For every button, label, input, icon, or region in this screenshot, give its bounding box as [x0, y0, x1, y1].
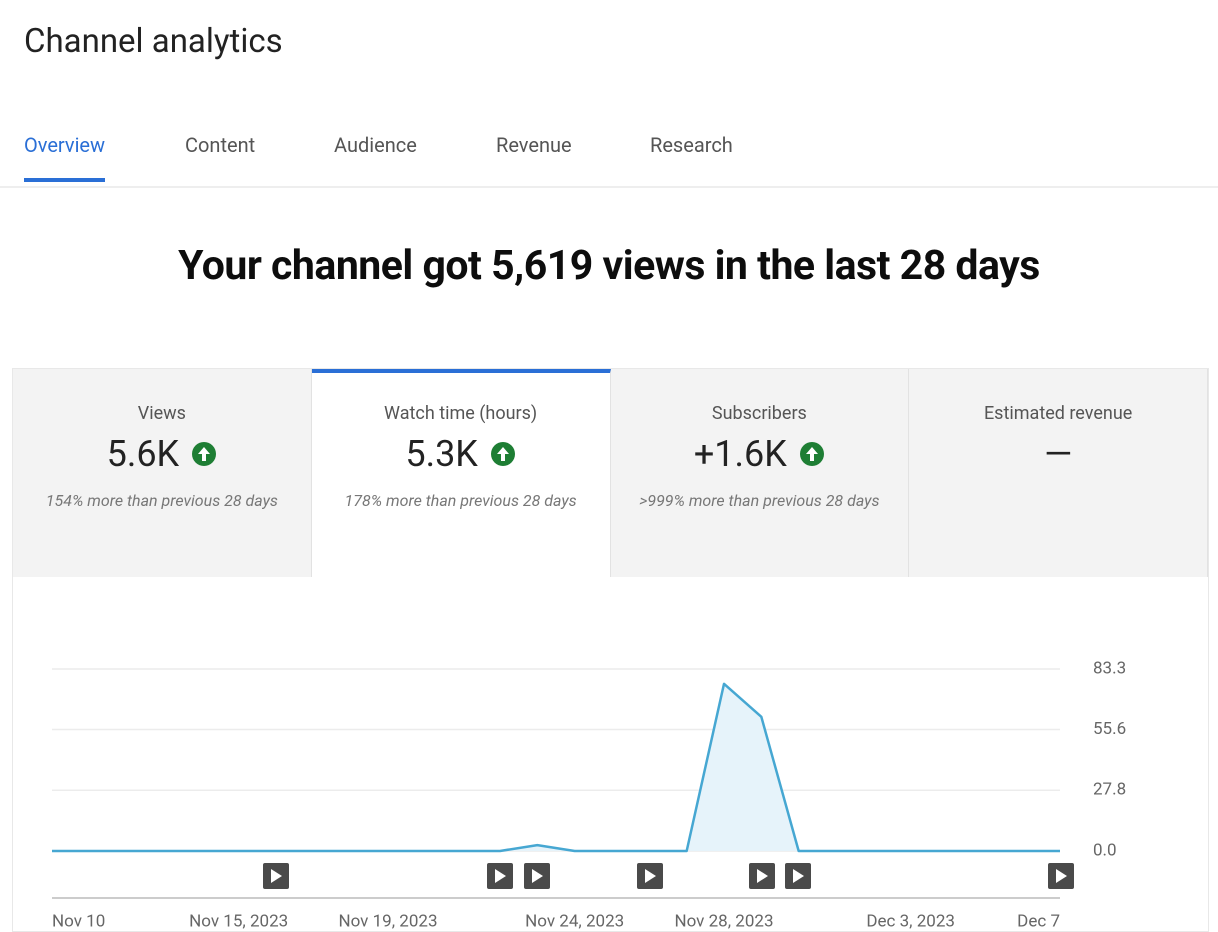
headline: Your channel got 5,619 views in the last… [178, 242, 1040, 290]
y-tick-label: 55.6 [1093, 719, 1126, 739]
metric-value-row: 5.6K [13, 432, 311, 476]
metric-card[interactable]: Watch time (hours) 5.3K 178% more than pre… [311, 369, 611, 577]
metric-value: 5.3K [405, 433, 478, 475]
analytics-panel: Views 5.6K 154% more than previous 28 days… [12, 368, 1209, 932]
metric-value: 5.6K [106, 433, 180, 475]
video-marker-play [757, 869, 768, 883]
tab[interactable]: Overview [24, 133, 106, 182]
metric-note: 154% more than previous 28 days [45, 491, 278, 510]
video-marker-play [1056, 869, 1067, 883]
x-tick-label: Nov 15, 2023 [189, 911, 288, 930]
y-tick-label: 0.0 [1093, 840, 1117, 860]
metric-label: Estimated revenue [983, 403, 1133, 424]
line [52, 682, 1060, 853]
y-tick-label: 27.8 [1093, 780, 1126, 800]
tab[interactable]: Revenue [496, 133, 572, 157]
metric-value-row: 5.3K [312, 432, 610, 476]
metric-label: Watch time (hours) [384, 403, 538, 424]
y-tick-label: 83.3 [1093, 658, 1126, 678]
x-tick-label: Nov 19, 2023 [338, 911, 437, 930]
metric-label: Subscribers [711, 403, 807, 424]
metric-value: — [1044, 433, 1073, 475]
metric-value: +1.6K [693, 433, 787, 475]
metric-note: 178% more than previous 28 days [344, 491, 577, 510]
up-icon [799, 442, 824, 466]
tab[interactable]: Research [650, 133, 733, 157]
x-tick-label: Dec 3, 2023 [866, 911, 955, 930]
video-marker-play [271, 869, 282, 883]
metric-value-row: — [909, 432, 1207, 476]
metric-note: >999% more than previous 28 days [639, 491, 880, 510]
video-marker-play [532, 869, 543, 883]
area-fill [52, 683, 1060, 851]
metric-value-row: +1.6K [611, 432, 909, 476]
metric-card[interactable]: Views 5.6K 154% more than previous 28 days [13, 369, 312, 577]
metric-card[interactable]: Estimated revenue — [909, 369, 1208, 577]
video-marker-play [645, 869, 656, 883]
tab[interactable]: Audience [334, 133, 417, 157]
up-icon [192, 442, 217, 466]
x-tick-label: Nov 24, 2023 [525, 911, 624, 930]
page-title: Channel analytics [24, 22, 283, 61]
video-marker-play [793, 869, 804, 883]
metric-label: Views [137, 403, 186, 424]
tab-bar: Overview Content Audience Revenue Research [0, 120, 1218, 188]
metric-card[interactable]: Subscribers +1.6K >999% more than previous… [610, 369, 910, 577]
video-marker-play [495, 869, 506, 883]
x-tick-label: Nov 10 [52, 911, 105, 930]
x-tick-label: Dec 7 [1017, 911, 1060, 930]
x-tick-label: Nov 28, 2023 [674, 911, 773, 930]
up-icon [490, 442, 515, 466]
tab[interactable]: Content [185, 133, 256, 157]
